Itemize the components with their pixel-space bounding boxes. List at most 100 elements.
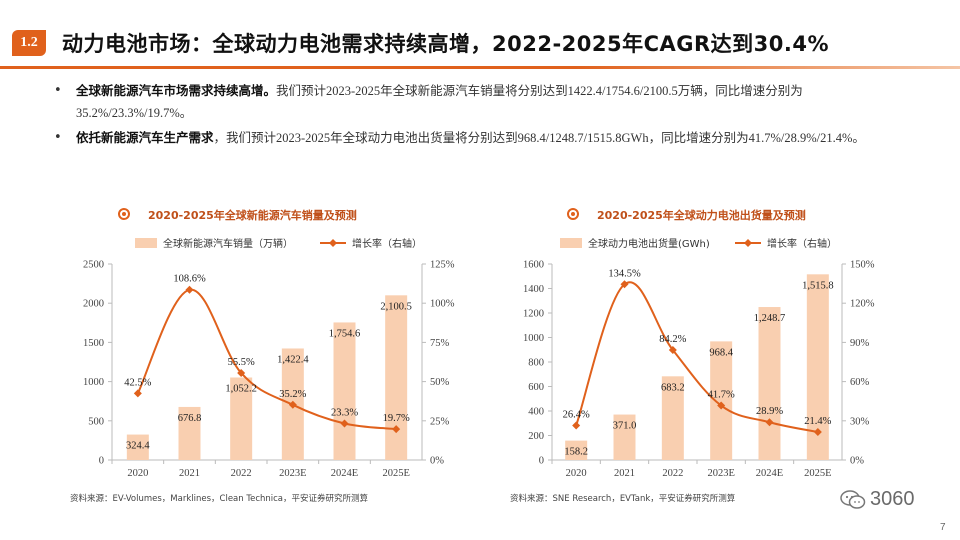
growth-point <box>668 345 677 354</box>
bar-value-label: 1,754.6 <box>329 328 361 339</box>
y-tick-label-left: 1600 <box>523 260 544 271</box>
y-tick-label-right: 125% <box>430 260 455 271</box>
y-tick-label-left: 1400 <box>523 284 544 295</box>
watermark: 3060 <box>840 488 915 511</box>
bullet-text: ，我们预计2023-2025年全球动力电池出货量将分别达到968.4/1248.… <box>213 131 865 145</box>
legend-label-bar: 全球新能源汽车销量（万辆） <box>163 237 293 250</box>
y-tick-label-right: 90% <box>850 338 870 349</box>
y-tick-label-right: 60% <box>850 377 870 388</box>
page-title: 动力电池市场：全球动力电池需求持续高增，2022-2025年CAGR达到30.4… <box>62 32 830 56</box>
bullet-item-battery: 依托新能源汽车生产需求，我们预计2023-2025年全球动力电池出货量将分别达到… <box>52 127 912 149</box>
y-tick-label-right: 30% <box>850 416 870 427</box>
y-tick-label-left: 1200 <box>523 309 544 320</box>
bar-value-label: 324.4 <box>126 441 150 452</box>
bullet-list: 全球新能源汽车市场需求持续高增。我们预计2023-2025年全球新能源汽车销量将… <box>52 80 912 152</box>
growth-point <box>765 418 774 427</box>
bullet-item-sales: 全球新能源汽车市场需求持续高增。我们预计2023-2025年全球新能源汽车销量将… <box>52 80 912 124</box>
bar <box>178 406 201 460</box>
growth-point <box>813 428 822 437</box>
x-tick-label: 2022 <box>662 468 683 479</box>
x-tick-label: 2025E <box>804 468 831 479</box>
bar <box>230 377 253 460</box>
bar <box>385 295 408 460</box>
y-tick-label-left: 1000 <box>83 377 104 388</box>
x-tick-label: 2022 <box>231 468 252 479</box>
bar <box>710 341 733 460</box>
bar <box>613 414 636 460</box>
growth-value-label: 26.4% <box>563 410 590 421</box>
bar <box>758 307 781 460</box>
bar-value-label: 683.2 <box>661 382 685 393</box>
legend-label-bar: 全球动力电池出货量(GWh) <box>588 237 710 250</box>
growth-point <box>288 400 297 409</box>
y-tick-label-left: 600 <box>528 382 544 393</box>
growth-point <box>572 421 581 430</box>
bar <box>661 376 684 460</box>
y-tick-label-left: 1500 <box>83 338 104 349</box>
growth-value-label: 41.7% <box>708 390 735 401</box>
y-tick-label-right: 75% <box>430 338 450 349</box>
growth-value-label: 108.6% <box>173 274 206 285</box>
bar-value-label: 968.4 <box>709 347 733 358</box>
chart-title-battery: 2020-2025年全球动力电池出货量及预测 <box>597 209 806 222</box>
bar-value-label: 1,515.8 <box>802 280 834 291</box>
growth-value-label: 19.7% <box>383 413 410 424</box>
bar <box>126 434 149 460</box>
growth-point <box>133 389 142 398</box>
x-tick-label: 2021 <box>179 468 200 479</box>
bullet-bold: 全球新能源汽车市场需求持续高增。 <box>76 83 277 98</box>
x-tick-label: 2024E <box>756 468 783 479</box>
y-tick-label-left: 2000 <box>83 299 104 310</box>
legend-label-line: 增长率（右轴） <box>352 237 422 250</box>
growth-value-label: 35.2% <box>279 389 306 400</box>
ev-sales-chart: 全球新能源汽车销量（万辆） 增长率（右轴） 0 500 1000 1500 2000 2500… <box>83 237 455 479</box>
bullet-bold: 依托新能源汽车生产需求 <box>76 130 214 145</box>
growth-value-label: 23.3% <box>331 407 358 418</box>
growth-point <box>620 280 629 289</box>
legend-swatch-bar <box>135 238 157 248</box>
y-tick-label-left: 0 <box>99 456 104 467</box>
bar <box>806 274 829 460</box>
section-badge: 1.2 <box>12 30 46 56</box>
y-tick-label-right: 50% <box>430 377 450 388</box>
growth-point <box>340 419 349 428</box>
x-tick-label: 2020 <box>566 468 587 479</box>
legend-swatch-bar <box>560 238 582 248</box>
y-tick-label-left: 500 <box>88 416 104 427</box>
y-tick-label-left: 2500 <box>83 260 104 271</box>
y-tick-label-left: 1000 <box>523 333 544 344</box>
chart-source-ev-sales: 资料来源：EV-Volumes，Marklines，Clean Technica… <box>70 494 369 504</box>
bar-value-label: 1,422.4 <box>277 354 309 365</box>
bar-value-label: 1,052.2 <box>225 384 257 395</box>
x-tick-label: 2021 <box>614 468 635 479</box>
bar-value-label: 158.2 <box>564 447 588 458</box>
growth-point <box>185 285 194 294</box>
growth-value-label: 21.4% <box>804 416 831 427</box>
y-tick-label-right: 150% <box>850 260 875 271</box>
target-icon <box>118 208 130 220</box>
y-tick-label-left: 200 <box>528 431 544 442</box>
bullet-text: 我们预计2023-2025年全球新能源汽车销量将分别达到1422.4/1754.… <box>76 84 803 120</box>
title-divider <box>0 66 960 69</box>
chart-title-ev-sales: 2020-2025年全球新能源汽车销量及预测 <box>148 209 357 222</box>
y-tick-label-left: 0 <box>539 456 544 467</box>
x-tick-label: 2023E <box>279 468 306 479</box>
legend-marker-line <box>329 239 337 247</box>
y-tick-label-right: 0% <box>430 456 444 467</box>
growth-value-label: 28.9% <box>756 406 783 417</box>
chart-source-battery: 资料来源：SNE Research，EVTank，平安证券研究所测算 <box>510 494 736 504</box>
bar <box>565 440 588 460</box>
target-icon <box>567 208 579 220</box>
x-tick-label: 2025E <box>382 468 409 479</box>
bar <box>333 322 356 460</box>
legend-marker-line <box>744 239 752 247</box>
growth-point <box>237 368 246 377</box>
bar-value-label: 2,100.5 <box>380 301 412 312</box>
growth-point <box>717 401 726 410</box>
y-tick-label-right: 25% <box>430 416 450 427</box>
bar-value-label: 371.0 <box>613 421 637 432</box>
y-tick-label-right: 0% <box>850 456 864 467</box>
battery-shipment-chart: 全球动力电池出货量(GWh) 增长率（右轴） 0 200 400 600 800 1000 12… <box>523 237 875 479</box>
y-tick-label-left: 800 <box>528 358 544 369</box>
growth-value-label: 55.5% <box>228 357 255 368</box>
